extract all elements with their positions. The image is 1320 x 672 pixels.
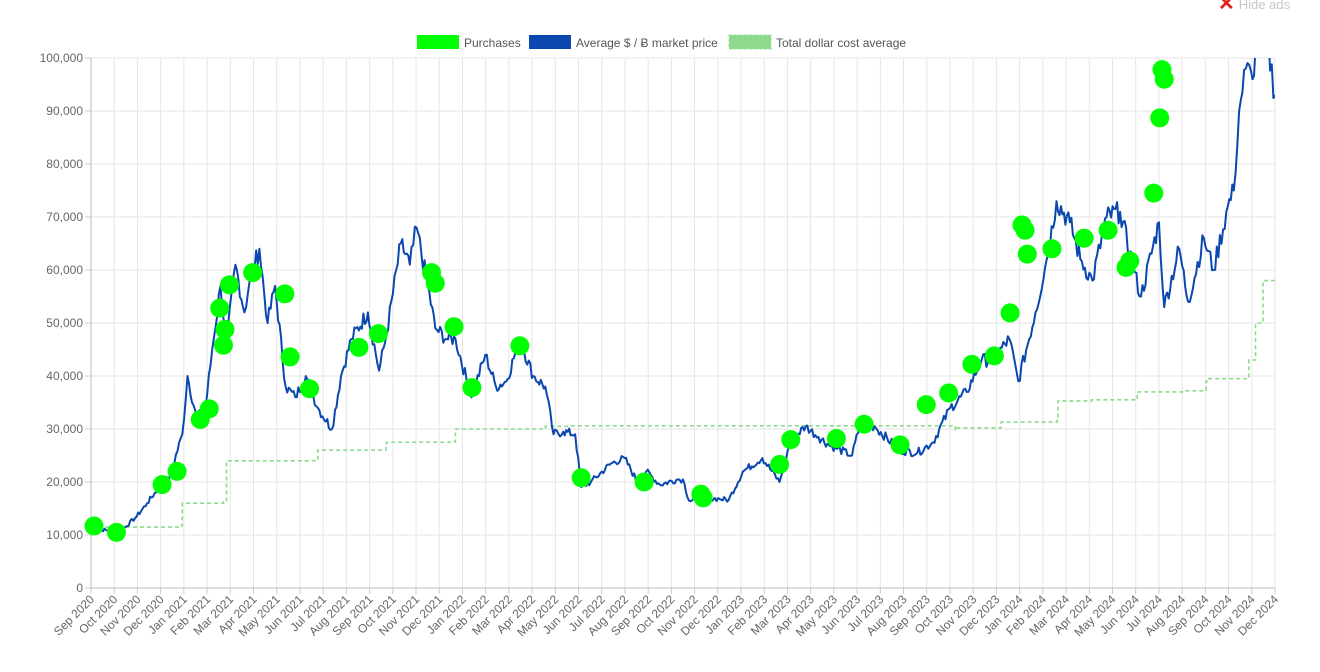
purchase-point[interactable] xyxy=(916,395,936,415)
purchase-point[interactable] xyxy=(167,461,187,481)
purchase-point[interactable] xyxy=(213,335,233,355)
purchase-point[interactable] xyxy=(425,273,445,293)
purchase-point[interactable] xyxy=(215,319,235,339)
y-tick-label: 0 xyxy=(76,581,83,595)
purchase-point[interactable] xyxy=(84,516,104,536)
purchase-point[interactable] xyxy=(634,472,654,492)
legend-swatch xyxy=(529,35,571,49)
purchase-point[interactable] xyxy=(462,378,482,398)
purchase-point[interactable] xyxy=(1017,244,1037,264)
purchase-point[interactable] xyxy=(1098,220,1118,240)
y-tick-label: 70,000 xyxy=(46,210,83,224)
legend-item-market-price[interactable]: Average $ / Ƀ market price xyxy=(529,35,718,50)
y-tick-label: 40,000 xyxy=(46,369,83,383)
purchase-point[interactable] xyxy=(280,347,300,367)
y-tick-label: 10,000 xyxy=(46,528,83,542)
purchase-point[interactable] xyxy=(854,414,874,434)
purchase-point[interactable] xyxy=(1042,239,1062,259)
legend-item-total-dollar-cost-average[interactable]: Total dollar cost average xyxy=(728,34,906,50)
legend-label: Purchases xyxy=(464,36,521,50)
purchase-point[interactable] xyxy=(1154,69,1174,89)
hide-ads-label: Hide ads xyxy=(1238,0,1291,12)
purchase-point[interactable] xyxy=(1120,251,1140,271)
purchase-point[interactable] xyxy=(984,346,1004,366)
legend-item-purchases[interactable]: Purchases xyxy=(417,35,521,50)
purchase-point[interactable] xyxy=(444,317,464,337)
y-tick-label: 80,000 xyxy=(46,157,83,171)
purchase-point[interactable] xyxy=(826,429,846,449)
close-icon[interactable]: ✕ xyxy=(1218,0,1235,15)
legend-swatch xyxy=(417,35,459,49)
purchase-point[interactable] xyxy=(275,284,295,304)
purchase-point[interactable] xyxy=(219,275,239,295)
purchase-point[interactable] xyxy=(1015,220,1035,240)
series-layer xyxy=(84,58,1275,542)
y-tick-label: 30,000 xyxy=(46,422,83,436)
purchase-point[interactable] xyxy=(962,354,982,374)
purchase-point[interactable] xyxy=(1150,108,1170,128)
purchase-point[interactable] xyxy=(571,468,591,488)
purchase-point[interactable] xyxy=(349,337,369,357)
purchase-point[interactable] xyxy=(1144,183,1164,203)
purchase-point[interactable] xyxy=(693,488,713,508)
series-line-market-price xyxy=(91,58,1275,534)
purchase-point[interactable] xyxy=(152,475,172,495)
purchase-point[interactable] xyxy=(939,383,959,403)
legend: Purchases Average $ / Ƀ market price Total… xyxy=(417,34,906,50)
purchase-point[interactable] xyxy=(199,399,219,419)
purchase-point[interactable] xyxy=(770,455,790,475)
purchase-point[interactable] xyxy=(1000,303,1020,323)
y-tick-label: 100,000 xyxy=(40,51,84,65)
purchase-point[interactable] xyxy=(1074,228,1094,248)
y-tick-label: 60,000 xyxy=(46,263,83,277)
purchase-point[interactable] xyxy=(510,336,530,356)
y-tick-label: 50,000 xyxy=(46,316,83,330)
legend-label: Average $ / Ƀ market price xyxy=(576,36,718,50)
purchase-point[interactable] xyxy=(890,435,910,455)
purchase-point[interactable] xyxy=(210,298,230,318)
purchase-point[interactable] xyxy=(243,263,263,283)
y-axis: 0 10,000 20,000 30,000 40,000 50,000 60,000 70,… xyxy=(40,51,92,595)
purchase-point[interactable] xyxy=(106,522,126,542)
hide-ads-link[interactable]: ✕ Hide ads xyxy=(1218,0,1290,14)
purchase-point[interactable] xyxy=(300,379,320,399)
y-tick-label: 90,000 xyxy=(46,104,83,118)
series-line-total-dollar-cost-average xyxy=(91,277,1275,528)
legend-swatch xyxy=(728,34,772,50)
y-tick-label: 20,000 xyxy=(46,475,83,489)
legend-label: Total dollar cost average xyxy=(776,36,906,50)
purchase-point[interactable] xyxy=(368,324,388,344)
purchase-point[interactable] xyxy=(781,430,801,450)
